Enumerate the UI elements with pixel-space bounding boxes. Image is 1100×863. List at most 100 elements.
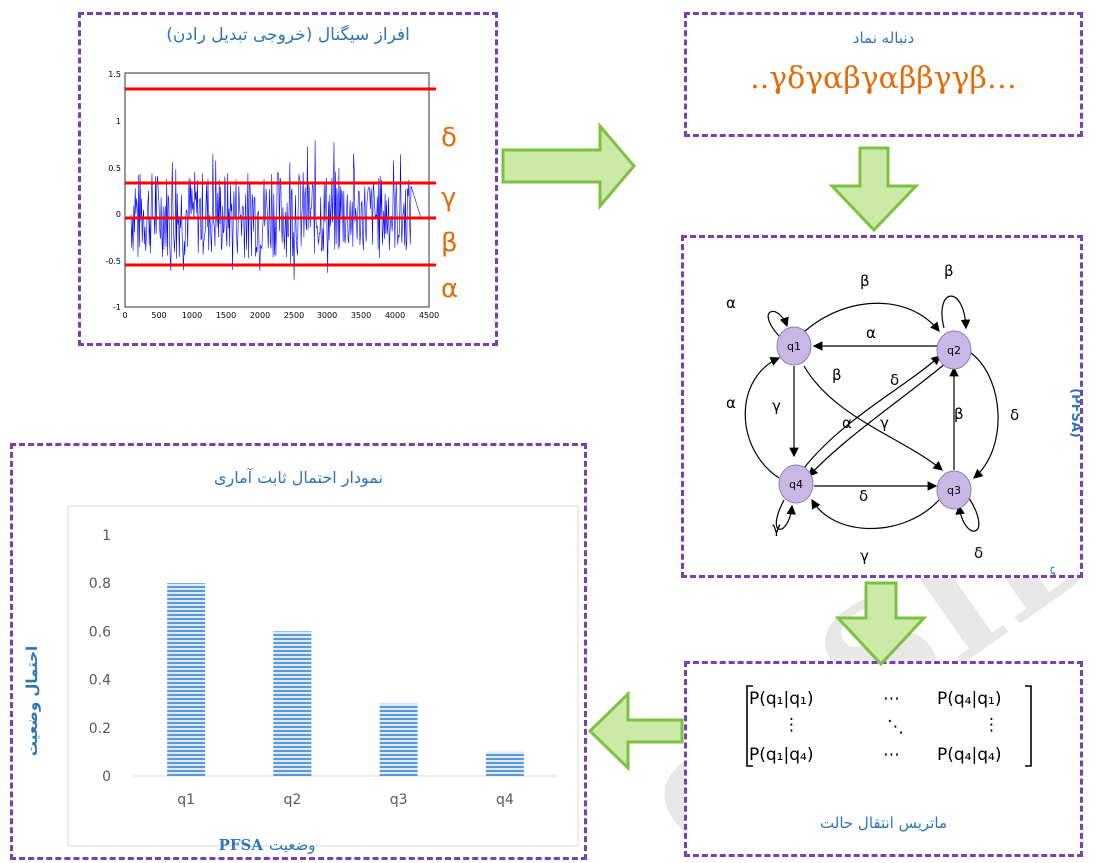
- matrix-caption: ماتریس انتقال حالت: [820, 814, 947, 832]
- matrix-cell: ⋯: [883, 745, 900, 765]
- state-q1: q1: [776, 326, 812, 366]
- arrow-down: [828, 146, 920, 233]
- chart-panel: نمودار احتمال ثابت آماری 0 0.2 0.4 0.6 0.8 1 …: [10, 443, 587, 860]
- chart-title: نمودار احتمال ثابت آماری: [213, 468, 384, 487]
- y-tick: -1: [113, 303, 121, 312]
- edge: [803, 365, 943, 471]
- edge-label: α: [726, 294, 736, 312]
- matrix-cell: ⋮: [983, 715, 1000, 735]
- x-tick: 1000: [182, 311, 202, 320]
- edge: [941, 295, 971, 330]
- chart-ylabel: احتمال وضعیت: [23, 646, 41, 756]
- matrix-cell: P(q₄|q₁): [937, 689, 1001, 709]
- partition-label: β: [441, 228, 458, 258]
- edge-label: α: [726, 394, 736, 412]
- edge-label: β: [944, 262, 954, 280]
- transition-matrix: P(q₁|q₁) ⋯ P(q₄|q₁) ⋮ ⋱ ⋮ P(q₁|q₄) ⋯ P(q…: [746, 685, 1032, 767]
- edge-label: α: [866, 324, 876, 342]
- partition-label: α: [441, 274, 458, 304]
- y-tick: 1: [116, 117, 121, 126]
- x-tick: 0: [122, 311, 127, 320]
- partition-label: γ: [441, 183, 456, 213]
- matrix-cell: ⋱: [887, 717, 904, 737]
- x-tick: 3500: [351, 311, 371, 320]
- state-q2: q2: [936, 330, 972, 370]
- x-tick: 1500: [216, 311, 236, 320]
- edge-label: γ: [772, 397, 781, 415]
- state-q3: q3: [936, 470, 972, 510]
- symbol-title: دنباله نماد: [852, 29, 915, 47]
- bar-q4: [485, 751, 524, 776]
- edge: [767, 310, 789, 337]
- state-q4: q4: [778, 464, 814, 504]
- y-tick: 0: [116, 210, 121, 219]
- edge-label: γ: [772, 519, 781, 537]
- matrix-cell: P(q₁|q₄): [749, 745, 813, 765]
- x-tick-label: q2: [283, 792, 301, 808]
- edge: [775, 499, 796, 530]
- edge-label: γ: [860, 547, 869, 565]
- plot-area: [67, 505, 579, 847]
- edge: [744, 357, 781, 479]
- matrix-cell: ⋯: [883, 689, 900, 709]
- signal-plot: 1.5 1 0.5 0 -0.5 -1 0 500 1000 1500 2000…: [105, 70, 458, 320]
- x-tick-label: q1: [177, 792, 195, 808]
- bar-q3: [379, 703, 418, 776]
- signal-trace: [130, 140, 429, 281]
- arrow-right: [501, 121, 636, 211]
- y-tick-label: 0: [102, 769, 111, 785]
- bar-q2: [273, 631, 312, 776]
- symbol-panel: دنباله نماد ..γδγαβγαββγγβ…: [684, 12, 1083, 137]
- pfsa-diagram: q1 q2 q3 q4 α β β α α β δ γ α γ β δ δ: [726, 262, 1080, 575]
- edge-label: α: [842, 414, 852, 432]
- state-label: q2: [947, 344, 961, 357]
- bar-chart: 0 0.2 0.4 0.6 0.8 1 q1 q2 q3 q4 احتمال وضعیت PFS…: [23, 505, 579, 854]
- state-label: q1: [787, 340, 801, 353]
- state-label: q4: [789, 478, 803, 491]
- x-tick-label: q4: [496, 792, 514, 808]
- y-tick-label: 0.2: [89, 721, 111, 737]
- pfsa-side-title: ساختار وضعیت ماشین خودکار متناهی متناهی …: [1048, 566, 1063, 575]
- pfsa-side-abbr: (PFSA): [1068, 388, 1080, 438]
- edge: [795, 302, 940, 341]
- x-tick: 4500: [419, 311, 439, 320]
- x-tick: 4000: [385, 311, 405, 320]
- x-tick: 500: [151, 311, 166, 320]
- x-tick: 2000: [250, 311, 270, 320]
- edge: [955, 497, 980, 532]
- y-tick: 1.5: [108, 70, 121, 79]
- matrix-cell: ⋮: [783, 715, 800, 735]
- chart-xlabel-abbr: PFSA: [219, 836, 264, 854]
- chart-xlabel-word: وضعیت: [269, 836, 315, 854]
- matrix-cell: P(q₄|q₄): [937, 745, 1001, 765]
- edge-label: δ: [890, 371, 899, 389]
- edge: [811, 498, 940, 529]
- edge: [970, 352, 999, 479]
- arrow-down: [834, 581, 928, 667]
- edge-label: δ: [974, 544, 983, 562]
- edge-label: β: [832, 366, 842, 384]
- arrow-left: [587, 690, 684, 772]
- symbol-sequence: ..γδγαβγαββγγβ…: [750, 61, 1017, 96]
- edge: [803, 355, 941, 469]
- edge-label: δ: [859, 487, 868, 505]
- y-tick-label: 0.4: [89, 673, 111, 689]
- y-tick: -0.5: [105, 257, 121, 266]
- matrix-panel: P(q₁|q₁) ⋯ P(q₄|q₁) ⋮ ⋱ ⋮ P(q₁|q₄) ⋯ P(q…: [684, 661, 1083, 857]
- bar-q1: [167, 583, 206, 776]
- x-tick: 2500: [284, 311, 304, 320]
- x-tick-label: q3: [390, 792, 408, 808]
- edge-label: γ: [880, 414, 889, 432]
- state-label: q3: [947, 484, 961, 497]
- partition-label: δ: [441, 123, 457, 153]
- edge-label: β: [860, 272, 870, 290]
- x-tick: 3000: [317, 311, 337, 320]
- signal-panel: افراز سیگنال (خروجی تبدیل رادن) 1.5 1 0.…: [78, 12, 498, 346]
- edge-label: β: [954, 405, 964, 423]
- y-tick-label: 0.8: [89, 576, 111, 592]
- pfsa-panel: q1 q2 q3 q4 α β β α α β δ γ α γ β δ δ: [681, 235, 1083, 578]
- edge: [808, 362, 947, 477]
- signal-title: افراز سیگنال (خروجی تبدیل رادن): [166, 25, 410, 45]
- y-tick: 0.5: [108, 164, 121, 173]
